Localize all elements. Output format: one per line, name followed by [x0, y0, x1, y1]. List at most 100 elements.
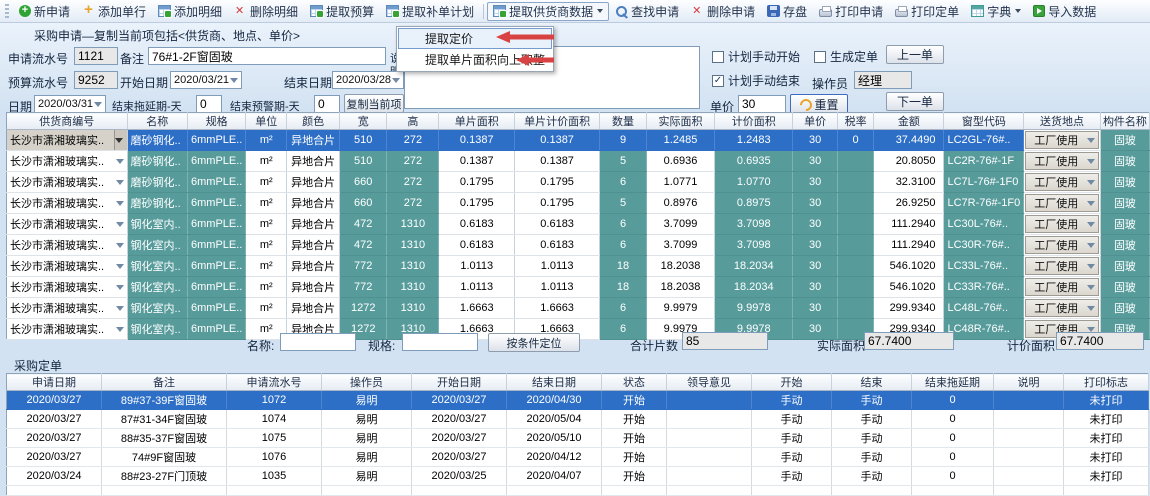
toolbar-printorder-button[interactable]: 打印定单	[889, 2, 965, 21]
table-row[interactable]: 2020/03/24 88#23-27F门顶玻 1035 易明 2020/03/25 20…	[6, 466, 1149, 486]
column-header[interactable]: 单价	[792, 112, 838, 130]
column-header[interactable]: 结束日期	[506, 373, 602, 391]
delivery-location-combobox[interactable]: 工厂使用	[1025, 236, 1099, 254]
toolbar-adddetail-button[interactable]: 添加明细	[152, 2, 228, 21]
total-pieces-field[interactable]	[682, 332, 768, 350]
date-combobox[interactable]: 2020/03/31	[34, 95, 106, 113]
delivery-location-combobox[interactable]: 工厂使用	[1025, 131, 1099, 149]
column-header[interactable]: 开始	[751, 373, 832, 391]
column-header[interactable]: 名称	[127, 112, 189, 130]
supplier-combobox[interactable]: 长沙市潇湘玻璃实..	[7, 256, 127, 276]
column-header[interactable]: 规格	[187, 112, 247, 130]
end-delay-field[interactable]	[196, 95, 222, 113]
toolbar-import-button[interactable]: 导入数据	[1027, 2, 1102, 21]
menu-item-extract-round-up-area[interactable]: 提取单片面积向上取整	[425, 53, 546, 67]
note-textarea[interactable]	[404, 46, 700, 109]
column-header[interactable]: 颜色	[286, 112, 340, 130]
column-header[interactable]: 说明	[993, 373, 1064, 391]
table-row[interactable]: 长沙市潇湘玻璃实.. 钢化室内.. 6mmPLE.. m² 异地合片 772 1310 1.0…	[6, 255, 1150, 277]
column-header[interactable]: 状态	[601, 373, 667, 391]
delivery-location-combobox[interactable]: 工厂使用	[1025, 152, 1099, 170]
supplier-combobox[interactable]: 长沙市潇湘玻璃实..	[7, 193, 127, 213]
plan-manual-start-checkbox[interactable]: 计划手动开始	[712, 48, 800, 65]
filter-name-input[interactable]	[280, 333, 356, 351]
toolbar-save-button[interactable]: 存盘	[761, 2, 813, 21]
table-row[interactable]: 长沙市潇湘玻璃实.. 磨砂钢化.. 6mmPLE.. m² 异地合片 660 272 0.17…	[6, 192, 1150, 214]
toolbar-printreq-button[interactable]: 打印申请	[813, 2, 889, 21]
toolbar-supplement-button[interactable]: 提取补单计划	[380, 2, 480, 21]
table-row[interactable]: 长沙市潇湘玻璃实.. 磨砂钢化.. 6mmPLE.. m² 异地合片 510 272 0.13…	[6, 129, 1150, 151]
column-header[interactable]: 结束拖延期	[911, 373, 994, 391]
supplier-combobox[interactable]: 长沙市潇湘玻璃实..	[7, 277, 127, 297]
column-header[interactable]: 供货商编号	[6, 112, 128, 130]
table-row[interactable]: 2020/03/27 74#9F窗固玻 1076 易明 2020/03/27 2020/0…	[6, 447, 1149, 467]
toolbar-deldetail-button[interactable]: 删除明细	[228, 2, 304, 21]
operator-field[interactable]	[854, 71, 912, 89]
table-row[interactable]: 2020/03/27 89#37-39F窗固玻 1072 易明 2020/03/27 20…	[6, 390, 1149, 410]
supplier-combobox[interactable]: 长沙市潇湘玻璃实..	[7, 235, 127, 255]
column-header[interactable]: 数量	[599, 112, 647, 130]
budget-serial-field[interactable]	[74, 71, 118, 89]
table-row[interactable]: 长沙市潇湘玻璃实.. 磨砂钢化.. 6mmPLE.. m² 异地合片 510 272 0.13…	[6, 150, 1150, 172]
column-header[interactable]: 窗型代码	[943, 112, 1025, 130]
column-header[interactable]: 开始日期	[411, 373, 507, 391]
column-header[interactable]: 计价面积	[714, 112, 794, 130]
column-header[interactable]: 税率	[837, 112, 875, 130]
table-row[interactable]: 2020/03/27 88#35-37F窗固玻 1075 易明 2020/03/27 20…	[6, 428, 1149, 448]
column-header[interactable]: 操作员	[321, 373, 412, 391]
supplier-combobox[interactable]: 长沙市潇湘玻璃实..	[7, 319, 127, 339]
next-order-button[interactable]: 下一单	[886, 92, 944, 111]
actual-area-field[interactable]	[864, 332, 954, 350]
column-header[interactable]: 单位	[245, 112, 288, 130]
plan-manual-end-checkbox[interactable]: 计划手动结束	[712, 72, 800, 89]
toolbar-addrow-button[interactable]: 添加单行	[76, 2, 152, 21]
column-header[interactable]: 高	[386, 112, 440, 130]
table-row[interactable]: 长沙市潇湘玻璃实.. 磨砂钢化.. 6mmPLE.. m² 异地合片 660 272 0.17…	[6, 171, 1150, 193]
delivery-location-combobox[interactable]: 工厂使用	[1025, 194, 1099, 212]
column-header[interactable]: 申请流水号	[226, 373, 322, 391]
column-header[interactable]: 单片计价面积	[514, 112, 601, 130]
delivery-location-combobox[interactable]: 工厂使用	[1025, 299, 1099, 317]
column-header[interactable]: 结束	[831, 373, 912, 391]
table-row[interactable]: 2020/03/27 87#31-34F窗固玻 1074 易明 2020/03/27 20…	[6, 409, 1149, 429]
column-header[interactable]: 备注	[101, 373, 227, 391]
toolbar-delreq-button[interactable]: 删除申请	[685, 2, 761, 21]
column-header[interactable]: 金额	[873, 112, 945, 130]
locate-by-condition-button[interactable]: 按条件定位	[488, 333, 580, 352]
toolbar-new-button[interactable]: 新申请	[13, 2, 76, 21]
priced-area-field[interactable]	[1056, 332, 1144, 350]
column-header[interactable]: 构件名称	[1100, 112, 1150, 130]
filter-spec-input[interactable]	[402, 333, 478, 351]
column-header[interactable]: 领导意见	[666, 373, 752, 391]
table-row[interactable]: 长沙市潇湘玻璃实.. 钢化室内.. 6mmPLE.. m² 异地合片 472 1310 0.6…	[6, 213, 1150, 235]
reset-button[interactable]: 重置	[790, 94, 848, 114]
menu-item-extract-pricing[interactable]: 提取定价	[398, 28, 552, 49]
column-header[interactable]: 单片面积	[438, 112, 516, 130]
table-row[interactable]: 长沙市潇湘玻璃实.. 钢化室内.. 6mmPLE.. m² 异地合片 472 1310 0.6…	[6, 234, 1150, 256]
table-row[interactable]: 长沙市潇湘玻璃实.. 钢化室内.. 6mmPLE.. m² 异地合片 1272 1310 1.…	[6, 318, 1150, 340]
table-row[interactable]: 长沙市潇湘玻璃实.. 钢化室内.. 6mmPLE.. m² 异地合片 1272 1310 1.…	[6, 297, 1150, 319]
copy-current-item-button[interactable]: 复制当前项	[344, 94, 404, 113]
end-warning-field[interactable]	[314, 95, 340, 113]
column-header[interactable]: 实际面积	[646, 112, 716, 130]
delivery-location-combobox[interactable]: 工厂使用	[1025, 278, 1099, 296]
supplier-combobox[interactable]: 长沙市潇湘玻璃实..	[7, 172, 127, 192]
remark-field[interactable]	[148, 47, 386, 65]
supplier-combobox[interactable]: 长沙市潇湘玻璃实..	[7, 214, 127, 234]
column-header[interactable]: 宽	[339, 112, 388, 130]
table-row[interactable]: 长沙市潇湘玻璃实.. 钢化室内.. 6mmPLE.. m² 异地合片 772 1310 1.0…	[6, 276, 1150, 298]
column-header[interactable]: 申请日期	[6, 373, 102, 391]
unit-price-field[interactable]	[738, 95, 786, 113]
toolbar-gripper[interactable]	[5, 3, 9, 19]
toolbar-supplier-button[interactable]: 提取供货商数据	[487, 1, 610, 21]
supplier-combobox[interactable]: 长沙市潇湘玻璃实..	[7, 130, 127, 150]
column-header[interactable]: 送货地点	[1023, 112, 1101, 130]
apply-serial-field[interactable]	[74, 47, 118, 65]
previous-order-button[interactable]: 上一单	[886, 45, 944, 64]
end-date-combobox[interactable]: 2020/03/28	[332, 71, 404, 89]
start-date-combobox[interactable]: 2020/03/21	[170, 71, 242, 89]
column-header[interactable]: 打印标志	[1063, 373, 1149, 391]
delivery-location-combobox[interactable]: 工厂使用	[1025, 215, 1099, 233]
delivery-location-combobox[interactable]: 工厂使用	[1025, 257, 1099, 275]
generate-order-checkbox[interactable]: 生成定单	[814, 48, 878, 65]
